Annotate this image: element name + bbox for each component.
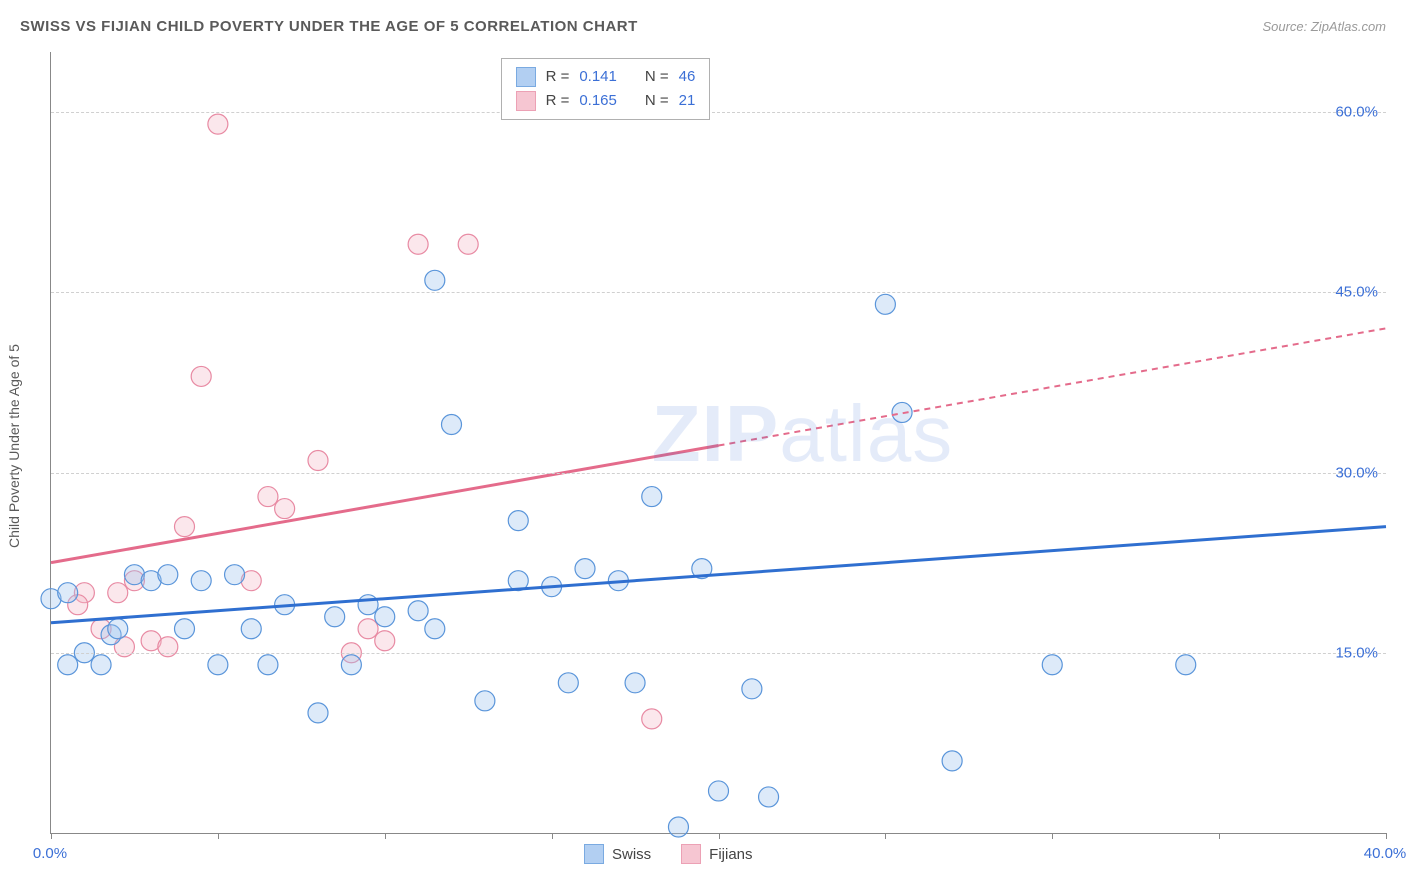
swiss-point [558, 673, 578, 693]
legend-n-label: N = [645, 65, 669, 89]
swiss-point [425, 619, 445, 639]
swiss-point [191, 571, 211, 591]
fijians-point [408, 234, 428, 254]
x-tick [1219, 833, 1220, 839]
y-tick-label: 60.0% [1335, 104, 1378, 121]
swiss-point [58, 583, 78, 603]
fijians-point [208, 114, 228, 134]
x-tick [51, 833, 52, 839]
legend-r-label: R = [546, 89, 570, 113]
legend-label-swiss: Swiss [612, 846, 651, 863]
fijians-point [458, 234, 478, 254]
legend-r-value-swiss: 0.141 [579, 65, 617, 89]
gridline-h [51, 292, 1386, 293]
swiss-point [108, 619, 128, 639]
legend-n-label: N = [645, 89, 669, 113]
swiss-point [875, 294, 895, 314]
legend-item-fijians: Fijians [681, 844, 752, 864]
x-tick [385, 833, 386, 839]
gridline-h [51, 112, 1386, 113]
x-tick [1386, 833, 1387, 839]
title-bar: SWISS VS FIJIAN CHILD POVERTY UNDER THE … [20, 18, 1386, 35]
swiss-point [58, 655, 78, 675]
legend-r-value-fijians: 0.165 [579, 89, 617, 113]
x-tick [218, 833, 219, 839]
swiss-point [942, 751, 962, 771]
fijians-point [258, 487, 278, 507]
swiss-point [325, 607, 345, 627]
legend-correlation: R = 0.141 N = 46 R = 0.165 N = 21 [501, 58, 711, 120]
swiss-point [241, 619, 261, 639]
swiss-point [1042, 655, 1062, 675]
fijians-point [358, 619, 378, 639]
legend-item-swiss: Swiss [584, 844, 651, 864]
swiss-point [375, 607, 395, 627]
legend-swatch-swiss [516, 67, 536, 87]
swiss-point [668, 817, 688, 837]
legend-n-value-fijians: 21 [679, 89, 696, 113]
y-tick-label: 15.0% [1335, 644, 1378, 661]
swiss-point [308, 703, 328, 723]
legend-label-fijians: Fijians [709, 846, 752, 863]
legend-swatch-fijians [516, 91, 536, 111]
swiss-point [208, 655, 228, 675]
gridline-h [51, 473, 1386, 474]
legend-row-fijians: R = 0.165 N = 21 [516, 89, 696, 113]
fijians-point [275, 499, 295, 519]
legend-swatch-fijians [681, 844, 701, 864]
legend-r-label: R = [546, 65, 570, 89]
x-tick-label: 0.0% [33, 845, 67, 862]
swiss-point [225, 565, 245, 585]
gridline-h [51, 653, 1386, 654]
swiss-point [408, 601, 428, 621]
x-tick [885, 833, 886, 839]
x-tick [552, 833, 553, 839]
swiss-point [358, 595, 378, 615]
swiss-point [742, 679, 762, 699]
fijians-point [108, 583, 128, 603]
y-axis-label: Child Poverty Under the Age of 5 [6, 344, 22, 548]
swiss-point [508, 511, 528, 531]
plot-svg [51, 52, 1386, 833]
fijians-point [642, 709, 662, 729]
swiss-point [442, 414, 462, 434]
legend-row-swiss: R = 0.141 N = 46 [516, 65, 696, 89]
swiss-point [575, 559, 595, 579]
swiss-point [475, 691, 495, 711]
fijians-point [175, 517, 195, 537]
swiss-point [1176, 655, 1196, 675]
legend-series: Swiss Fijians [584, 844, 753, 864]
source-label: Source: ZipAtlas.com [1262, 19, 1386, 34]
swiss-point [709, 781, 729, 801]
swiss-point [642, 487, 662, 507]
swiss-point [341, 655, 361, 675]
x-tick [719, 833, 720, 839]
trend-line-dashed [719, 328, 1387, 445]
swiss-point [258, 655, 278, 675]
swiss-point [158, 565, 178, 585]
y-tick-label: 30.0% [1335, 464, 1378, 481]
trend-line [51, 446, 719, 563]
chart-title: SWISS VS FIJIAN CHILD POVERTY UNDER THE … [20, 18, 638, 35]
x-tick [1052, 833, 1053, 839]
swiss-point [91, 655, 111, 675]
legend-swatch-swiss [584, 844, 604, 864]
swiss-point [425, 270, 445, 290]
swiss-point [625, 673, 645, 693]
fijians-point [308, 451, 328, 471]
fijians-point [191, 366, 211, 386]
y-tick-label: 45.0% [1335, 284, 1378, 301]
x-tick-label: 40.0% [1364, 845, 1406, 862]
swiss-point [175, 619, 195, 639]
fijians-point [375, 631, 395, 651]
swiss-point [759, 787, 779, 807]
plot-area: 15.0%30.0%45.0%60.0%ZIPatlas [50, 52, 1386, 834]
swiss-point [892, 402, 912, 422]
legend-n-value-swiss: 46 [679, 65, 696, 89]
